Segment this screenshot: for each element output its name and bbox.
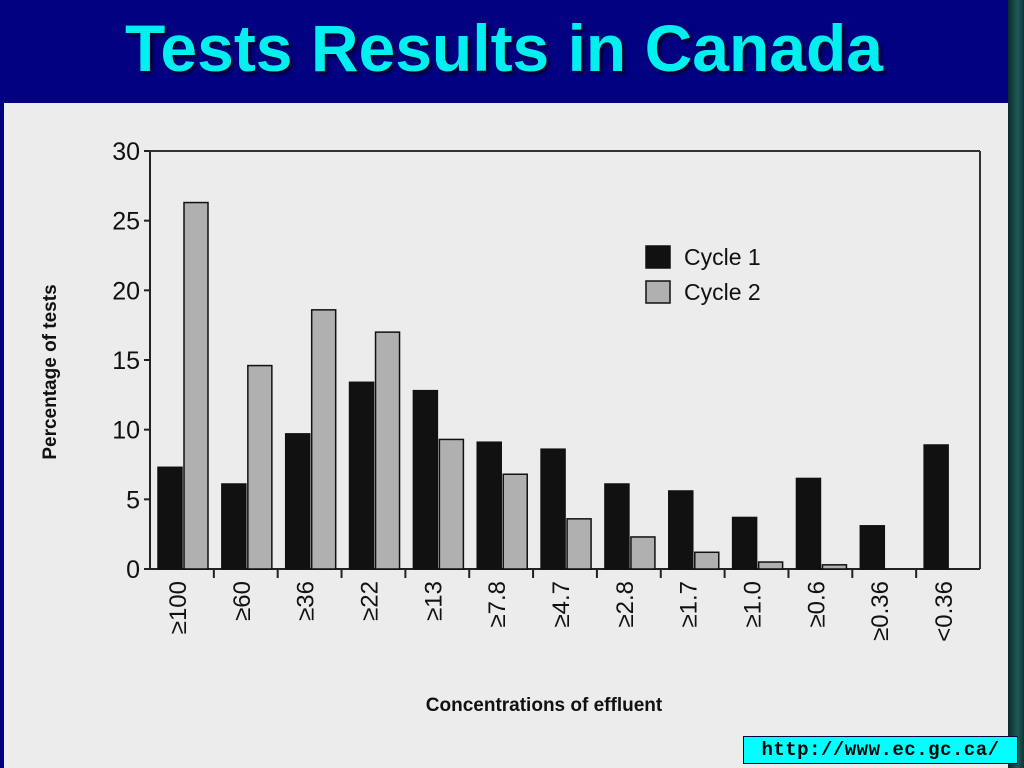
chart-area: 0 5 10 15 20 25 30 ≥100 ≥60 ≥36 ≥22 ≥13 ≥7.8 ≥4.7 ≥2.8… <box>4 103 1008 768</box>
y-tick-label: 0 <box>126 556 140 584</box>
x-tick-label: <0.36 <box>931 581 958 642</box>
bar-cycle1 <box>157 466 183 570</box>
y-tick-label: 20 <box>112 277 140 305</box>
decorative-side-strip <box>1008 0 1024 768</box>
bar-cycle2 <box>694 551 720 570</box>
y-tick-label: 25 <box>112 208 140 236</box>
title-bar: Tests Results in Canada <box>0 0 1008 103</box>
bar-cycle2 <box>757 561 784 570</box>
bar-cycle1 <box>668 490 694 570</box>
bar-cycle2 <box>247 364 273 570</box>
bar-cycle1 <box>476 441 502 570</box>
x-tick-label: ≥1.0 <box>740 581 767 628</box>
bar-cycle1 <box>604 483 630 570</box>
bar-cycle1 <box>540 448 566 570</box>
x-tick-label: ≥4.7 <box>548 581 575 628</box>
legend-swatch-cycle2 <box>645 280 671 304</box>
bar-chart: 0 5 10 15 20 25 30 ≥100 ≥60 ≥36 ≥22 ≥13 ≥7.8 ≥4.7 ≥2.8… <box>40 138 981 716</box>
bar-cycle1 <box>412 389 439 570</box>
bar-cycle1 <box>731 516 758 570</box>
x-tick-label: ≥100 <box>165 581 192 634</box>
source-link[interactable]: http://www.ec.gc.ca/ <box>761 739 1000 761</box>
x-tick-label: ≥36 <box>293 581 320 621</box>
x-tick-label: ≥1.7 <box>676 581 703 628</box>
bar-cycle1 <box>348 381 375 570</box>
x-tick-label: ≥22 <box>356 581 383 621</box>
bar-cycle1 <box>221 483 247 570</box>
legend-swatch-cycle1 <box>645 245 671 269</box>
legend-label-cycle1: Cycle 1 <box>684 244 761 270</box>
bar-cycle1 <box>923 444 949 570</box>
x-axis-label: Concentrations of effluent <box>426 695 663 716</box>
bar-cycle2 <box>821 564 848 570</box>
bar-cycle2 <box>310 309 337 570</box>
x-tick-label: ≥13 <box>420 581 447 621</box>
bar-cycle1 <box>859 525 886 570</box>
bar-cycle1 <box>284 433 311 570</box>
bar-cycle2 <box>502 473 528 570</box>
x-tick-label: ≥0.36 <box>867 581 894 641</box>
bar-cycle2 <box>566 518 592 570</box>
source-box: http://www.ec.gc.ca/ <box>743 736 1018 764</box>
y-tick-label: 15 <box>112 347 140 375</box>
x-tick-label: ≥60 <box>229 581 256 621</box>
y-tick-label: 10 <box>112 417 140 445</box>
bar-cycle2 <box>438 438 465 570</box>
bar-cycle2 <box>183 201 209 570</box>
slide-title: Tests Results in Canada <box>124 11 883 85</box>
x-tick-label: ≥0.6 <box>803 581 830 628</box>
x-tick-label: ≥7.8 <box>484 581 511 628</box>
legend-label-cycle2: Cycle 2 <box>684 279 761 305</box>
bar-cycle2 <box>374 331 401 570</box>
y-tick-label: 30 <box>112 138 140 166</box>
bar-cycle2 <box>630 536 656 570</box>
bar-cycle1 <box>795 477 822 570</box>
x-tick-label: ≥2.8 <box>612 581 639 628</box>
y-axis-label: Percentage of tests <box>40 284 61 459</box>
y-tick-label: 5 <box>126 486 140 514</box>
